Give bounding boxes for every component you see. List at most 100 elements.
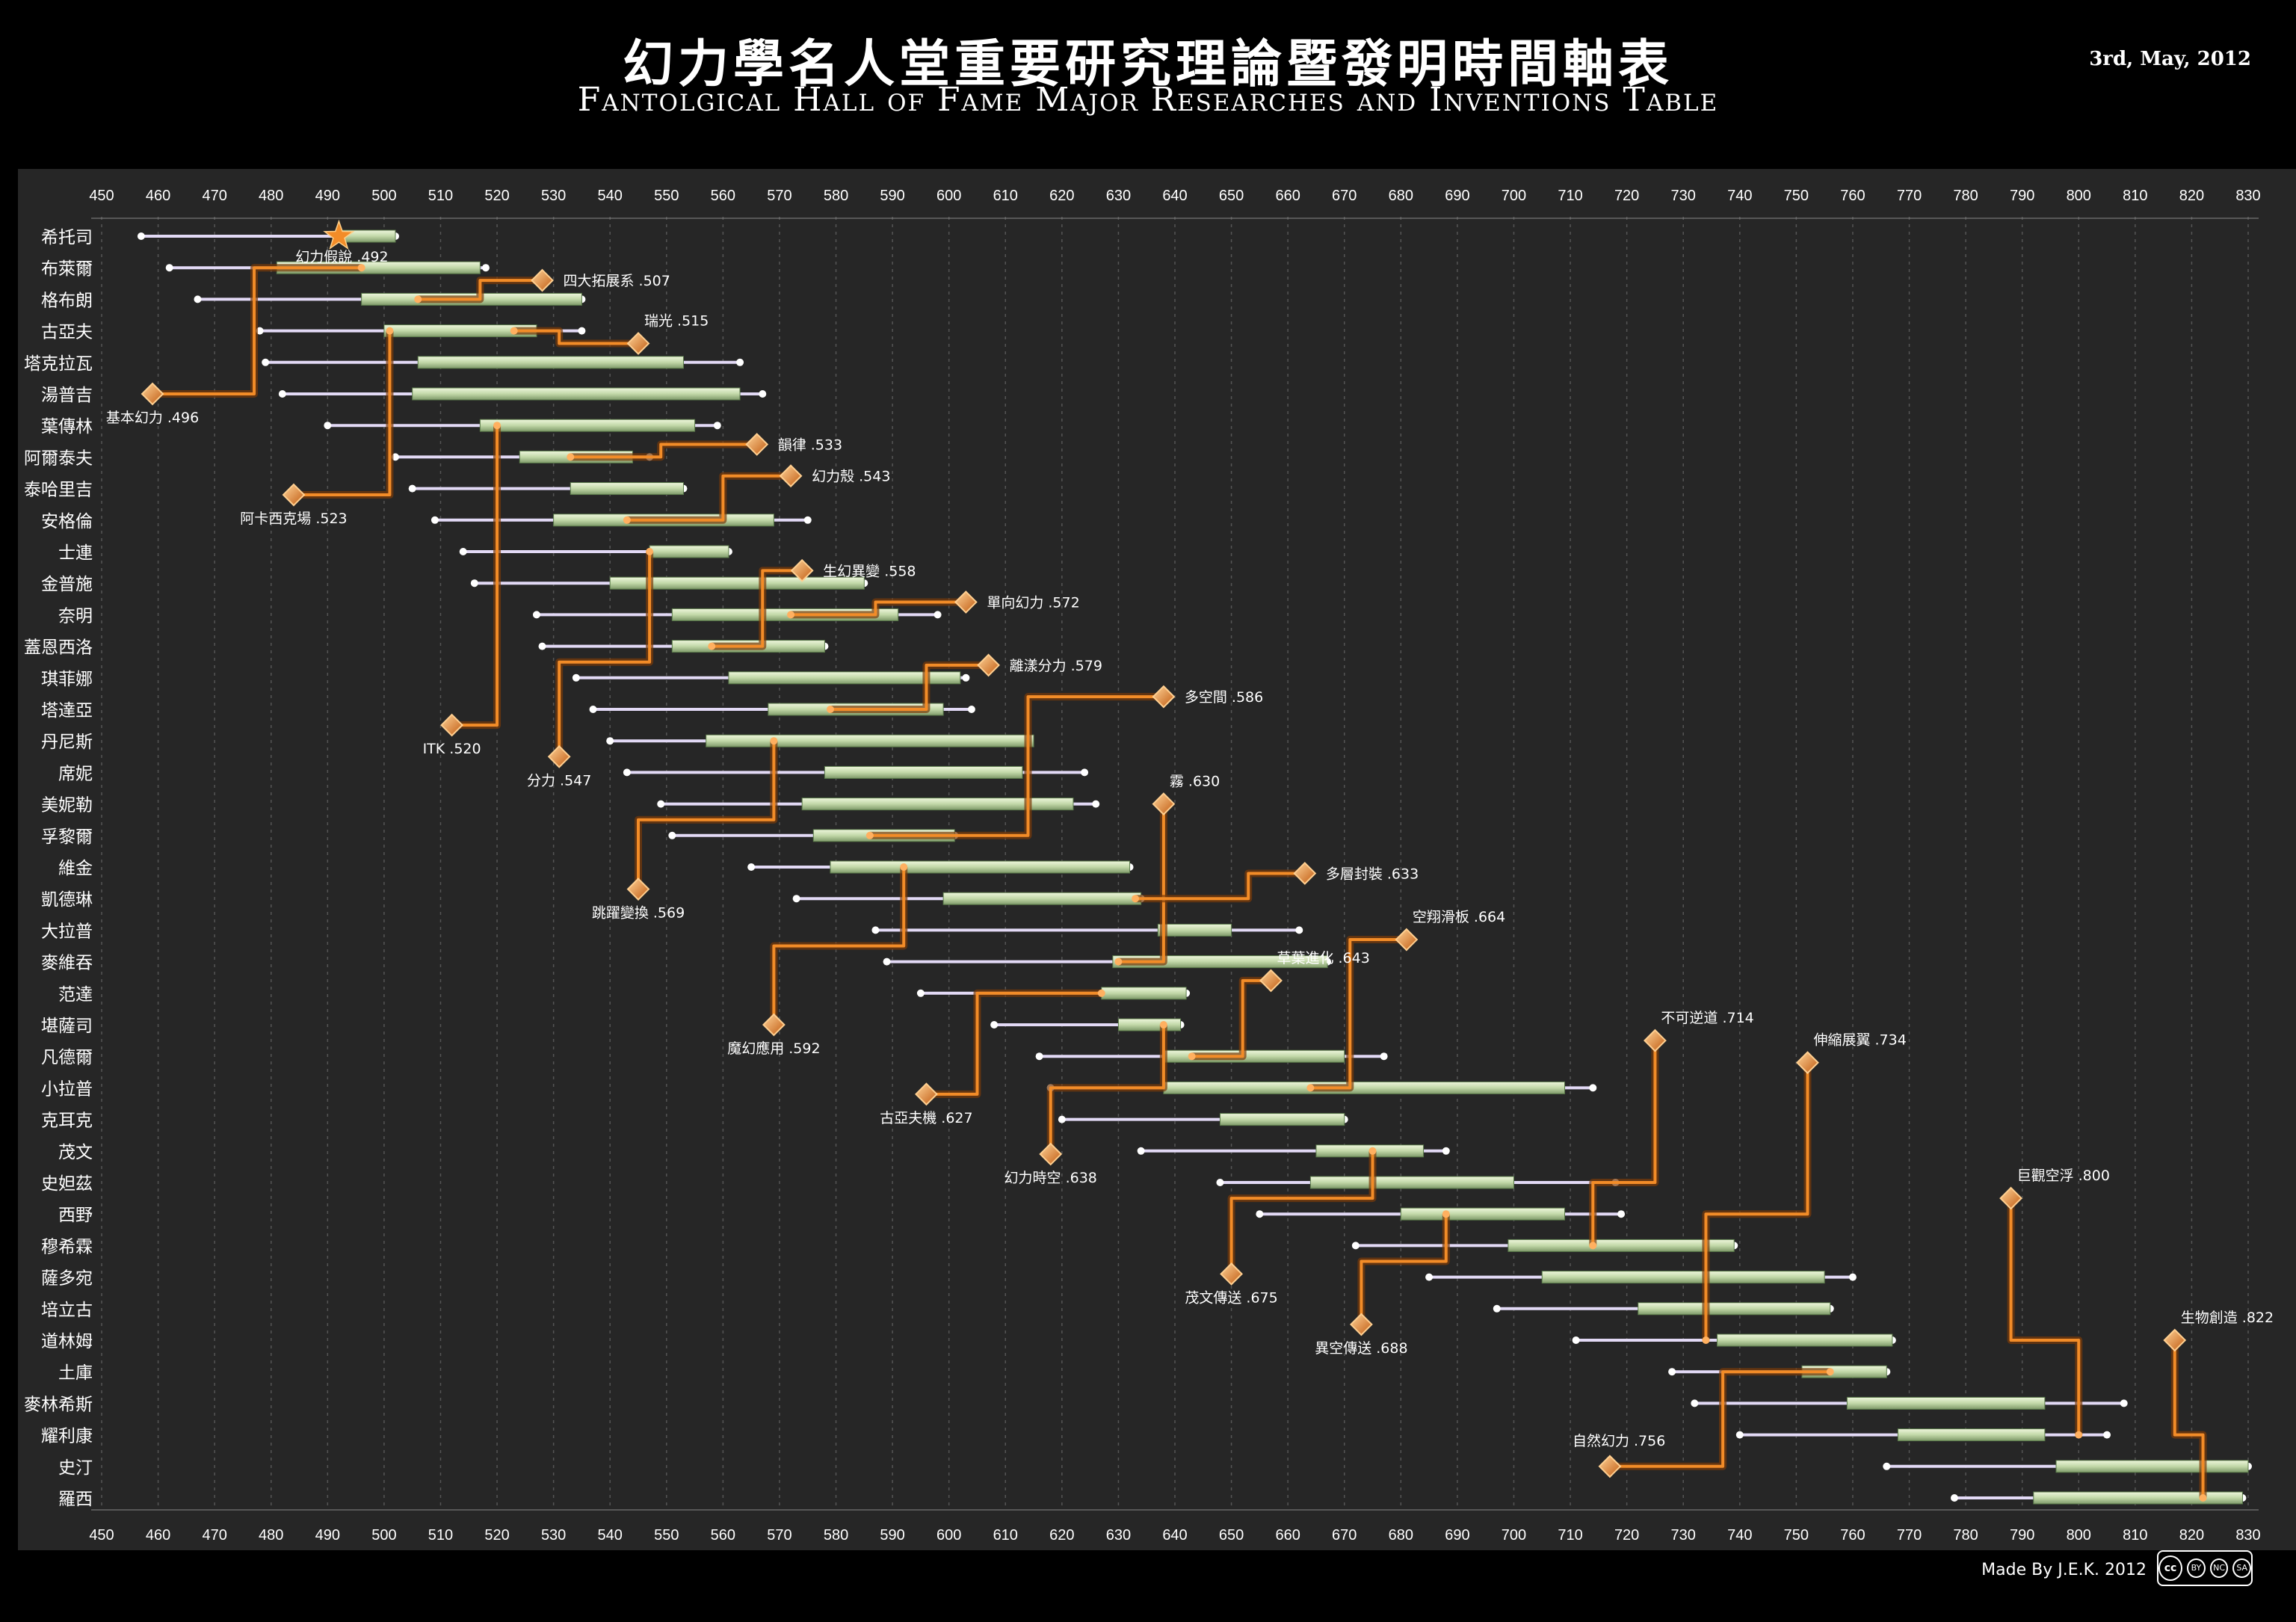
plot-background	[18, 169, 2296, 1550]
x-tick-label-bottom: 750	[1784, 1527, 1809, 1544]
career-bar	[649, 545, 729, 558]
career-bar	[1157, 923, 1232, 937]
invention-origin-dot	[826, 706, 834, 713]
x-tick-label-top: 780	[1953, 188, 1978, 204]
person-label: 琪菲娜	[41, 670, 93, 689]
invention-label: 韻律 .533	[778, 437, 842, 454]
career-bar	[417, 356, 684, 369]
x-tick-label-top: 590	[880, 188, 904, 204]
death-dot	[736, 358, 744, 366]
invention-label: 草葉進化 .643	[1277, 950, 1369, 966]
invention-origin-dot	[1368, 1147, 1377, 1155]
invention-link	[869, 695, 1164, 837]
x-tick-label-top: 570	[767, 188, 791, 204]
invention-label: 跳躍變換 .569	[592, 905, 685, 922]
birth-dot	[668, 831, 676, 839]
x-tick-label-top: 470	[202, 188, 226, 204]
invention-label: 巨觀空浮 .800	[2017, 1168, 2110, 1184]
x-tick-label-top: 700	[1502, 188, 1526, 204]
person-label: 蓋恩西洛	[24, 638, 93, 658]
invention-origin-dot	[770, 737, 778, 745]
invention-origin-dot	[1826, 1368, 1834, 1376]
invention-link	[1591, 1040, 1657, 1246]
death-dot	[481, 264, 490, 272]
x-tick-label-bottom: 660	[1275, 1527, 1300, 1544]
invention-origin-dot	[787, 611, 795, 619]
invention-origin-dot	[900, 863, 908, 871]
invention-diamond-marker	[915, 1082, 938, 1106]
death-dot	[1848, 1273, 1857, 1281]
birth-dot	[470, 579, 478, 588]
invention-label: 異空傳送 .688	[1315, 1340, 1407, 1357]
person-label: 布萊爾	[41, 259, 93, 279]
person-label: 孚黎爾	[41, 827, 93, 847]
invention-origin-dot	[1159, 1021, 1167, 1029]
x-tick-label-bottom: 480	[259, 1527, 283, 1544]
x-tick-label-top: 740	[1727, 188, 1752, 204]
x-tick-label-top: 760	[1840, 188, 1865, 204]
birth-dot	[1668, 1368, 1676, 1376]
birth-dot	[324, 422, 332, 430]
invention-label: 茂文傳送 .675	[1185, 1289, 1277, 1306]
career-bar	[801, 798, 1074, 811]
x-tick-label-top: 770	[1897, 188, 1922, 204]
x-tick-label-top: 490	[315, 188, 340, 204]
career-bar	[1163, 1081, 1565, 1094]
cc-icon: cc	[2158, 1555, 2183, 1581]
x-tick-label-top: 550	[654, 188, 679, 204]
invention-label: 不可逆道 .714	[1661, 1010, 1753, 1026]
x-tick-label-bottom: 650	[1219, 1527, 1244, 1544]
invention-label: 古亞夫機 .627	[880, 1110, 972, 1126]
career-bar	[570, 482, 684, 496]
x-tick-label-top: 510	[428, 188, 453, 204]
x-tick-label-bottom: 790	[2010, 1527, 2034, 1544]
person-label: 維金	[58, 859, 93, 878]
invention-link	[451, 425, 499, 727]
invention-star-marker	[323, 219, 355, 250]
chart-title-english: Fantolgical Hall of Fame Major Researche…	[577, 81, 1719, 119]
x-tick-label-top: 720	[1614, 188, 1639, 204]
invention-diamond-marker	[1220, 1262, 1243, 1286]
x-tick-label-bottom: 630	[1106, 1527, 1131, 1544]
invention-markers: 幻力假說 .492 基本幻力 .496 四大拓展系 .507 瑞光 .515 阿卡西克場…	[106, 219, 2274, 1478]
x-tick-label-bottom: 500	[371, 1527, 396, 1544]
x-tick-label-top: 530	[541, 188, 566, 204]
person-label: 羅西	[58, 1490, 93, 1509]
birth-dot	[430, 516, 439, 524]
invention-diamond-marker	[1293, 862, 1317, 885]
x-tick-label-bottom: 540	[598, 1527, 623, 1544]
birth-dot	[1137, 1147, 1145, 1155]
x-tick-label-top: 520	[484, 188, 509, 204]
invention-link	[513, 329, 638, 345]
birth-dot	[408, 484, 416, 493]
invention-label: 瑞光 .515	[644, 312, 709, 329]
person-label: 古亞夫	[41, 323, 93, 342]
invention-diamond-marker	[531, 268, 554, 292]
invention-origin-dot	[1188, 1052, 1196, 1061]
invention-link	[1310, 938, 1407, 1090]
x-tick-label-top: 610	[993, 188, 1018, 204]
person-label: 培立古	[41, 1301, 93, 1320]
x-tick-label-bottom: 580	[824, 1527, 848, 1544]
x-tick-label-bottom: 600	[936, 1527, 961, 1544]
x-tick-label-top: 680	[1389, 188, 1413, 204]
invention-link	[2009, 1198, 2081, 1435]
career-bar	[1101, 987, 1187, 1000]
birth-dot	[532, 611, 540, 619]
person-label: 麥維吞	[41, 954, 93, 973]
birth-dot	[623, 768, 631, 777]
invention-origin-dot	[1442, 1210, 1450, 1218]
death-dot	[1092, 800, 1100, 808]
person-label: 耀利康	[41, 1427, 93, 1446]
person-label: 麥林希斯	[24, 1395, 93, 1414]
invention-label: 自然幻力 .756	[1573, 1433, 1665, 1449]
invention-origin-dot	[2199, 1494, 2207, 1502]
invention-diamond-marker	[1349, 1313, 1373, 1336]
person-label: 茂文	[58, 1143, 93, 1162]
x-tick-label-bottom: 710	[1558, 1527, 1582, 1544]
person-label: 穆希霖	[41, 1237, 93, 1256]
career-bar	[2055, 1460, 2249, 1473]
birth-dot	[606, 737, 614, 745]
invention-label: 幻力假說 .492	[295, 249, 388, 265]
